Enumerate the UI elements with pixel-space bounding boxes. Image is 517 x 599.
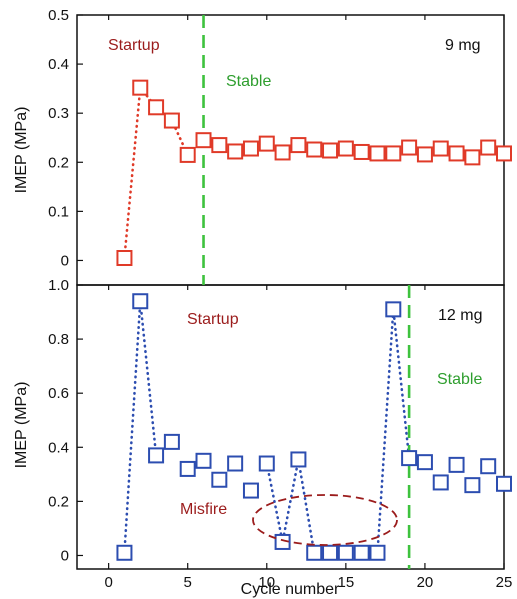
top-data-point xyxy=(290,137,307,154)
bottom-data-point xyxy=(416,454,433,471)
top-y-tick-label: 0.3 xyxy=(48,105,69,122)
x-tick-label: 20 xyxy=(417,574,434,591)
bottom-y-tick-label: 0.8 xyxy=(48,331,69,348)
top-data-point xyxy=(322,142,339,159)
bottom-data-point xyxy=(401,450,418,467)
bottom-data-point xyxy=(337,544,354,561)
top-data-point xyxy=(179,146,196,163)
top-data-point xyxy=(464,149,481,166)
bottom-data-point xyxy=(322,544,339,561)
bottom-data-point xyxy=(132,293,149,310)
top-data-point xyxy=(496,145,512,162)
top-data-point xyxy=(132,79,149,96)
x-tick-label: 15 xyxy=(338,574,355,591)
top-data-point xyxy=(369,145,386,162)
x-tick-label: 25 xyxy=(496,574,513,591)
top-y-tick-label: 0 xyxy=(61,252,69,269)
top-data-point xyxy=(353,143,370,160)
top-data-point xyxy=(416,146,433,163)
top-data-point xyxy=(401,139,418,156)
bottom-y-axis-label: IMEP (MPa) xyxy=(13,382,30,469)
bottom-data-point xyxy=(480,458,497,475)
bottom-dotted-connector xyxy=(376,309,411,555)
x-tick-label: 10 xyxy=(258,574,275,591)
top-data-point xyxy=(242,140,259,157)
x-tick-label: 5 xyxy=(184,574,192,591)
top-annotation-mass: 9 mg xyxy=(445,37,481,54)
bottom-data-point xyxy=(227,455,244,472)
bottom-data-point xyxy=(464,477,481,494)
bottom-y-tick-label: 0.4 xyxy=(48,439,69,456)
top-data-point xyxy=(306,141,323,158)
bottom-y-tick-label: 1.0 xyxy=(48,277,69,294)
top-data-point xyxy=(227,143,244,160)
bottom-panel-frame xyxy=(76,284,505,570)
bottom-data-point xyxy=(306,544,323,561)
top-data-point xyxy=(385,145,402,162)
top-data-point xyxy=(148,99,165,116)
bottom-y-tick-label: 0 xyxy=(61,547,69,564)
x-axis-label: Cycle number xyxy=(241,581,340,598)
top-data-point xyxy=(116,250,133,266)
top-data-point xyxy=(163,112,180,129)
top-data-point xyxy=(195,132,212,149)
top-data-point xyxy=(480,139,497,156)
top-data-point xyxy=(448,145,465,162)
bottom-data-point xyxy=(290,451,307,468)
bottom-annotation-mass: 12 mg xyxy=(438,307,482,324)
bottom-y-tick-label: 0.6 xyxy=(48,385,69,402)
bottom-data-point xyxy=(432,474,449,491)
top-data-point xyxy=(211,137,228,154)
bottom-data-point xyxy=(353,544,370,561)
bottom-data-point xyxy=(448,456,465,473)
bottom-data-point xyxy=(211,471,228,488)
top-y-tick-label: 0.5 xyxy=(48,7,69,24)
top-y-tick-label: 0.4 xyxy=(48,56,69,73)
bottom-dotted-connector xyxy=(123,301,158,555)
bottom-data-point xyxy=(258,455,275,472)
top-y-tick-label: 0.2 xyxy=(48,154,69,171)
top-annotation-stable: Stable xyxy=(226,73,271,90)
bottom-data-point xyxy=(179,460,196,477)
bottom-data-point xyxy=(116,544,133,561)
top-y-tick-label: 0.1 xyxy=(48,203,69,220)
bottom-data-point xyxy=(242,482,259,499)
top-data-point xyxy=(258,135,275,152)
bottom-data-point xyxy=(496,475,512,492)
bottom-annotation-stable: Stable xyxy=(437,371,482,388)
x-tick-label: 0 xyxy=(104,574,112,591)
top-y-axis-label: IMEP (MPa) xyxy=(13,107,30,194)
bottom-annotation-startup: Startup xyxy=(187,311,239,328)
bottom-data-point xyxy=(385,301,402,318)
top-data-point xyxy=(432,140,449,157)
bottom-data-point xyxy=(274,533,291,550)
top-data-point xyxy=(337,140,354,157)
misfire-highlight-ellipse xyxy=(252,494,398,546)
bottom-dotted-connector xyxy=(265,459,316,555)
bottom-data-point xyxy=(195,452,212,469)
bottom-data-point xyxy=(369,544,386,561)
top-annotation-startup: Startup xyxy=(108,37,160,54)
bottom-annotation-misfire: Misfire xyxy=(180,501,227,518)
bottom-data-point xyxy=(163,433,180,450)
bottom-y-tick-label: 0.2 xyxy=(48,493,69,510)
top-data-point xyxy=(274,144,291,161)
bottom-data-point xyxy=(148,447,165,464)
